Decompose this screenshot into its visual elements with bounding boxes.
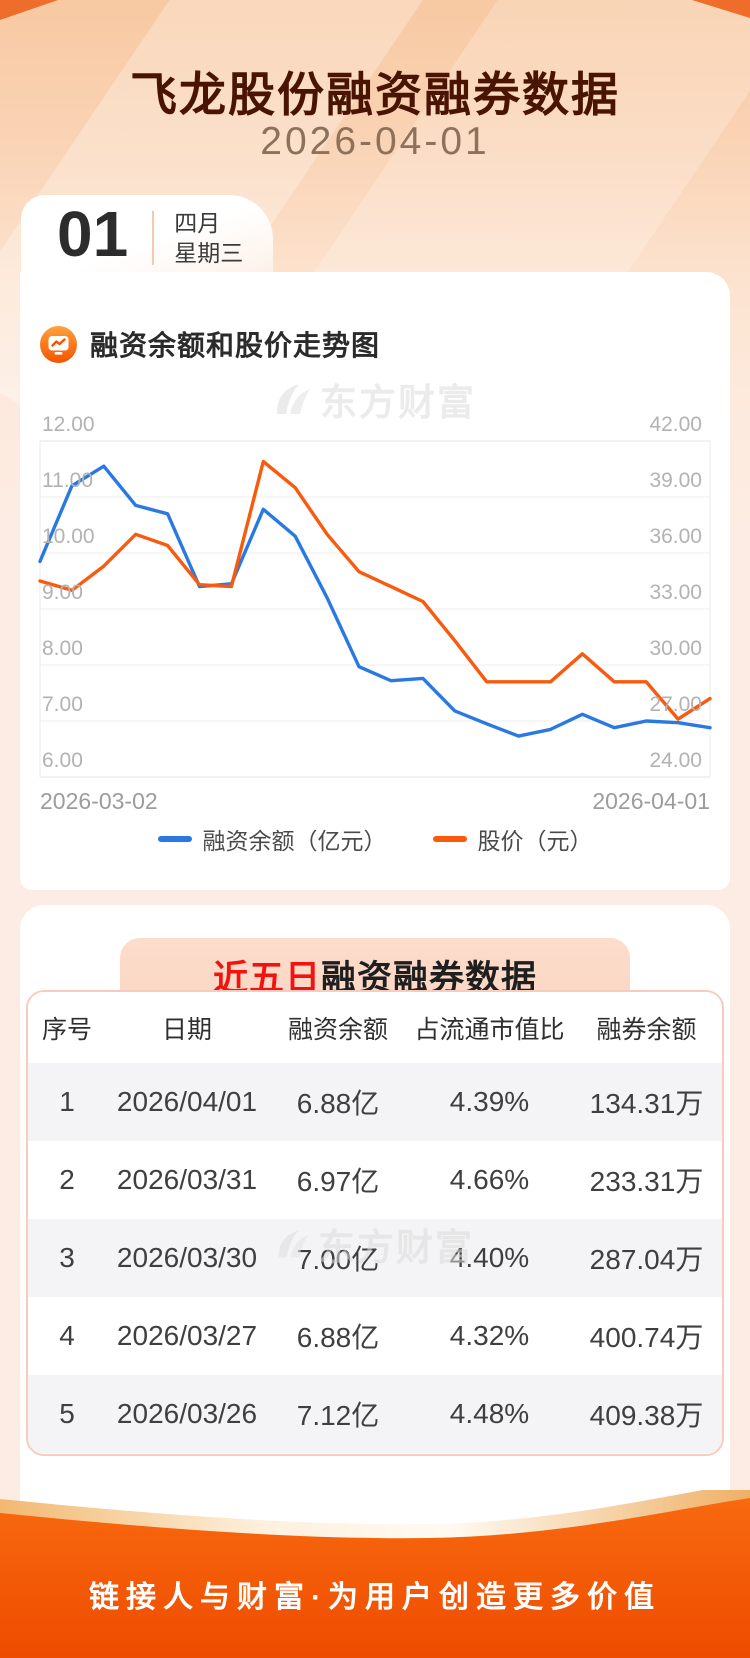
- table-cell: 7.12亿: [296, 1400, 380, 1431]
- table-body: 1 2026/04/01 6.88亿 4.39% 134.31万 2 2026/03/31 6…: [28, 1063, 722, 1453]
- column-header: 融资余额: [287, 1015, 388, 1044]
- table-cell: 400.74万: [589, 1322, 704, 1353]
- badge-day: 01: [57, 198, 129, 270]
- table-cell: 2026/03/30: [116, 1242, 258, 1273]
- badge-month: 四月: [174, 210, 221, 236]
- table-cell: 2026/03/31: [116, 1164, 258, 1195]
- footer: 链接人与财富·为用户创造更多价值: [0, 1490, 750, 1658]
- table-cell: 134.31万: [589, 1088, 704, 1119]
- table-cell: 4.66%: [449, 1164, 530, 1195]
- table-cell: 287.04万: [589, 1244, 704, 1275]
- right-axis-tick: 36.00: [649, 525, 702, 548]
- line-chart: 12.00 42.00 11.00 39.00 10.00 36.00 9.00 33.00 8…: [38, 414, 712, 778]
- column-header: 日期: [161, 1015, 212, 1044]
- left-axis-tick: 7.00: [42, 693, 83, 716]
- series-line: [38, 459, 712, 721]
- legend-swatch-blue: [157, 836, 192, 842]
- table-cell: 7.00亿: [296, 1244, 380, 1275]
- table-cell: 4.39%: [449, 1086, 530, 1117]
- table-cell: 2: [59, 1164, 75, 1195]
- eastmoney-logo-icon: [276, 384, 310, 414]
- left-axis-tick: 9.00: [42, 581, 83, 604]
- date-badge: 01 四月 星期三: [21, 195, 273, 273]
- watermark-text: 东方财富: [320, 382, 476, 423]
- table-cell: 6.88亿: [296, 1322, 380, 1353]
- left-axis-tick: 12.00: [42, 413, 95, 436]
- badge-weekday: 星期三: [174, 240, 244, 266]
- table-cell: 5: [59, 1398, 75, 1429]
- corner-accent-left: [0, 0, 58, 20]
- left-axis-tick: 11.00: [42, 469, 93, 492]
- table-cell: 4.40%: [449, 1242, 530, 1273]
- left-axis-tick: 10.00: [42, 525, 95, 548]
- table-row: 2 2026/03/31 6.97亿 4.66% 233.31万: [28, 1141, 722, 1219]
- left-axis-tick: 8.00: [42, 637, 83, 660]
- table-card: 近五日融资融券数据 序号 日期 融资余额 占流通市值比 融券余额 1 2026/0…: [20, 905, 730, 1540]
- right-axis-tick: 30.00: [649, 637, 702, 660]
- column-header: 占流通市值比: [414, 1015, 565, 1044]
- badge-divider: [152, 211, 155, 265]
- legend-item-margin-balance: 融资余额（亿元）: [157, 822, 387, 856]
- x-axis-label-start: 2026-03-02: [40, 788, 158, 814]
- chart-card: 融资余额和股价走势图 东方财富 12.00 42.00 11.00 39.00 10.0…: [20, 272, 730, 890]
- right-axis-tick: 27.00: [649, 693, 702, 716]
- legend-item-stock-price: 股价（元）: [432, 822, 593, 856]
- table-row: 5 2026/03/26 7.12亿 4.48% 409.38万: [28, 1375, 722, 1453]
- watermark: 东方财富: [20, 372, 730, 426]
- table-cell: 2026/04/01: [116, 1086, 258, 1117]
- table-row: 1 2026/04/01 6.88亿 4.39% 134.31万: [28, 1063, 722, 1141]
- left-axis-tick: 6.00: [42, 749, 83, 772]
- table-cell: 233.31万: [589, 1166, 704, 1197]
- table-cell: 409.38万: [589, 1400, 704, 1431]
- page-title: 飞龙股份融资融券数据: [130, 68, 620, 121]
- chart-canvas: [38, 440, 712, 778]
- column-header: 序号: [41, 1015, 92, 1044]
- table-cell: 6.88亿: [296, 1088, 380, 1119]
- footer-wave: [0, 1490, 750, 1658]
- table-cell: 6.97亿: [296, 1166, 380, 1197]
- table-cell: 2026/03/27: [116, 1320, 258, 1351]
- corner-accent-right: [692, 0, 750, 18]
- table-row: 3 2026/03/30 7.00亿 4.40% 287.04万: [28, 1219, 722, 1297]
- margin-data-table: 序号 日期 融资余额 占流通市值比 融券余额 1 2026/04/01 6.88亿 4…: [26, 990, 724, 1456]
- right-axis-tick: 42.00: [649, 413, 702, 436]
- column-header: 融券余额: [596, 1015, 697, 1044]
- right-axis-tick: 33.00: [649, 581, 702, 604]
- table-row: 4 2026/03/27 6.88亿 4.32% 400.74万: [28, 1297, 722, 1375]
- right-axis-tick: 39.00: [649, 469, 702, 492]
- legend-label: 融资余额（亿元）: [202, 828, 387, 854]
- series-line: [38, 464, 712, 738]
- chart-legend: 融资余额（亿元） 股价（元）: [20, 822, 730, 856]
- footer-slogan: 链接人与财富·为用户创造更多价值: [89, 1581, 661, 1614]
- table-cell: 4.32%: [449, 1320, 530, 1351]
- chart-monitor-icon: [40, 325, 77, 363]
- table-cell: 2026/03/26: [116, 1398, 258, 1429]
- x-axis-label-end: 2026-04-01: [592, 788, 710, 814]
- table-cell: 4: [59, 1320, 75, 1351]
- table-header-row: 序号 日期 融资余额 占流通市值比 融券余额: [28, 992, 722, 1063]
- legend-swatch-orange: [432, 836, 467, 842]
- table-cell: 4.48%: [449, 1398, 530, 1429]
- table-cell: 3: [59, 1242, 75, 1273]
- right-axis-tick: 24.00: [649, 749, 702, 772]
- legend-label: 股价（元）: [477, 828, 593, 854]
- page-date: 2026-04-01: [260, 120, 490, 163]
- table-cell: 1: [59, 1086, 75, 1117]
- chart-title: 融资余额和股价走势图: [90, 330, 381, 361]
